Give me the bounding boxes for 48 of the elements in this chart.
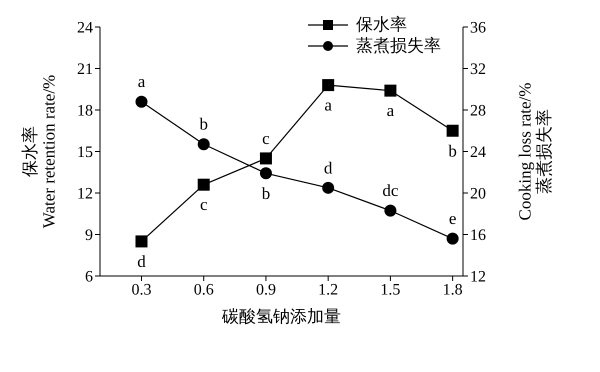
point [446,232,459,245]
y2-tick-label: 12 [470,268,486,286]
data-label: e [448,209,456,228]
y-tick-label: 9 [85,227,93,244]
x-tick-label: 0.9 [256,281,276,298]
x-tick-label: 1.5 [380,281,400,298]
point [260,152,272,164]
x-tick-label: 0.6 [194,281,214,298]
y2-tick-label: 28 [470,102,486,120]
point [198,138,210,150]
data-label: a [386,101,395,120]
data-label: d [324,158,333,178]
x-axis-title: 碳酸氢钠添加量 [221,307,341,326]
y-tick-label: 18 [77,102,93,120]
y-axis-title: 保水率 Water retention rate/% [20,74,58,228]
y2-tick-label: 24 [470,144,486,162]
x-tick-label: 0.3 [131,281,152,298]
point [198,178,210,191]
data-label: b [262,184,270,203]
data-label: a [324,96,332,115]
y-tick-label: 6 [85,268,93,286]
x-tick-label: 1.2 [318,281,338,298]
y2-tick-label: 16 [470,227,486,244]
y-tick-label: 24 [77,20,93,37]
y2-tick-label: 20 [470,186,486,203]
data-label: c [262,128,270,148]
point [260,167,272,180]
legend-label: 保水率 [356,14,407,36]
y2-tick-label: 36 [470,20,486,37]
point [384,84,396,97]
data-label: b [199,114,208,134]
point [446,124,459,137]
data-label: dc [382,181,399,200]
y-tick-label: 15 [77,144,93,162]
data-label: d [137,252,146,271]
point [322,79,334,92]
y-tick-label: 21 [77,61,93,78]
data-label: b [448,141,457,160]
y-tick-label: 12 [77,186,93,203]
legend-label: 蒸煮损失率 [356,35,441,57]
x-tick-label: 1.8 [442,281,463,298]
data-label: c [200,195,208,214]
data-label: a [138,72,146,92]
point [322,182,334,194]
point [135,235,148,248]
point [384,204,396,217]
y2-tick-label: 32 [470,61,486,78]
point [135,96,148,108]
